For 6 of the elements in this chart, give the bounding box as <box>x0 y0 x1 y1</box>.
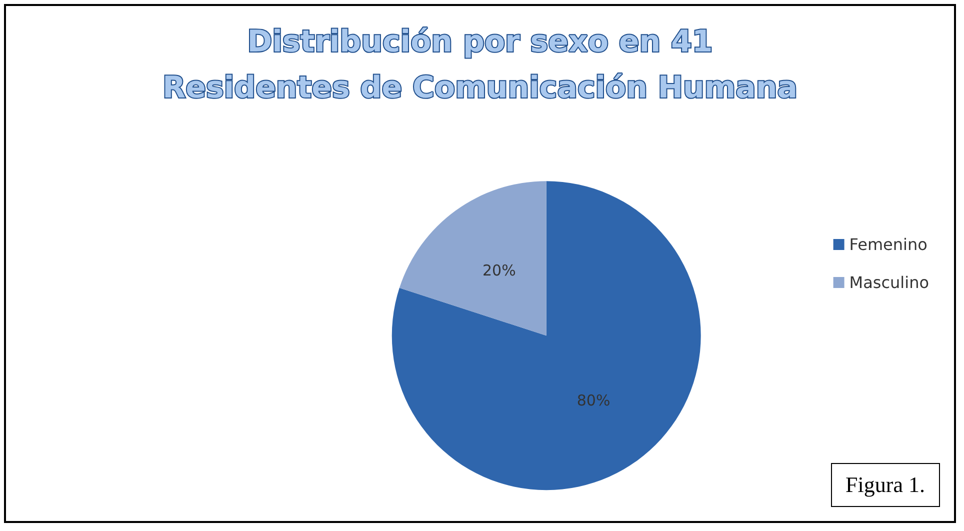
chart-title: Distribución por sexo en 41 Residentes de Comunicación Humana <box>162 24 798 106</box>
data-label: 80% <box>576 392 610 410</box>
legend-label: Masculino <box>849 273 929 292</box>
legend-label: Femenino <box>849 235 928 254</box>
text: Figura 1. <box>830 463 940 507</box>
data-label: 20% <box>482 262 516 280</box>
